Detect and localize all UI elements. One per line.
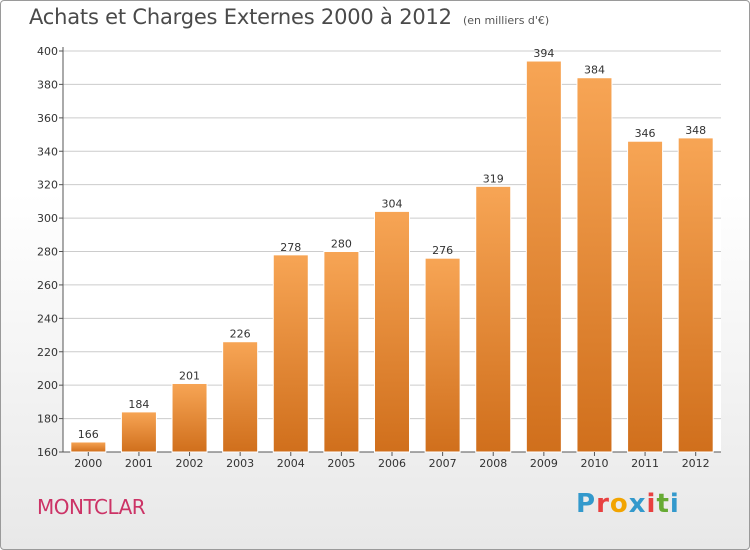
- value-label: 384: [584, 64, 605, 77]
- bar: [424, 257, 461, 453]
- value-label: 226: [230, 328, 251, 341]
- bar: [323, 251, 360, 453]
- x-tick-label: 2000: [74, 457, 102, 470]
- bar: [576, 77, 613, 453]
- y-tick-label: 180: [37, 413, 58, 426]
- y-tick-label: 320: [37, 179, 58, 192]
- chart-title: Achats et Charges Externes 2000 à 2012: [29, 5, 452, 29]
- brand-letter: i: [669, 489, 680, 519]
- y-tick-label: 400: [37, 45, 58, 58]
- value-label: 201: [179, 369, 200, 382]
- x-tick-label: 2009: [530, 457, 558, 470]
- bar: [222, 341, 259, 453]
- value-label: 319: [483, 172, 504, 185]
- value-label: 346: [635, 127, 656, 140]
- bar: [374, 210, 410, 453]
- x-tick-label: 2008: [479, 457, 507, 470]
- y-tick-label: 360: [37, 112, 58, 125]
- bar: [475, 185, 512, 453]
- brand-letter: r: [596, 489, 610, 519]
- brand-letter: t: [656, 489, 670, 519]
- bar: [627, 140, 664, 453]
- x-tick-label: 2010: [580, 457, 608, 470]
- value-label: 280: [331, 238, 352, 251]
- bar: [272, 254, 309, 453]
- y-tick-label: 240: [37, 312, 58, 325]
- x-tick-label: 2005: [327, 457, 355, 470]
- x-tick-label: 2011: [631, 457, 659, 470]
- x-tick-label: 2012: [682, 457, 710, 470]
- x-tick-label: 2006: [378, 457, 406, 470]
- x-tick-label: 2004: [277, 457, 305, 470]
- x-tick-label: 2002: [176, 457, 204, 470]
- bar: [171, 382, 208, 453]
- x-tick-label: 2001: [125, 457, 153, 470]
- value-label: 304: [382, 197, 403, 210]
- bar: [70, 441, 107, 453]
- location-label: MONTCLAR: [37, 495, 146, 519]
- y-tick-label: 340: [37, 145, 58, 158]
- value-label: 276: [432, 244, 453, 257]
- y-tick-label: 380: [37, 78, 58, 91]
- value-label: 184: [128, 398, 149, 411]
- x-tick-label: 2007: [429, 457, 457, 470]
- y-tick-label: 200: [37, 379, 58, 392]
- bar: [677, 137, 714, 453]
- brand-letter: i: [646, 489, 657, 519]
- y-tick-label: 300: [37, 212, 58, 225]
- brand-letter: o: [609, 489, 629, 519]
- bar: [525, 60, 562, 453]
- y-tick-label: 220: [37, 346, 58, 359]
- brand-logo: Proxiti: [576, 489, 680, 519]
- y-tick-label: 280: [37, 246, 58, 259]
- value-label: 394: [533, 47, 554, 60]
- bar: [120, 411, 157, 453]
- value-label: 278: [280, 241, 301, 254]
- brand-letter: x: [628, 489, 647, 519]
- y-tick-label: 260: [37, 279, 58, 292]
- x-tick-label: 2003: [226, 457, 254, 470]
- value-label: 166: [78, 428, 99, 441]
- chart-subtitle: (en milliers d'€): [462, 14, 550, 27]
- value-label: 348: [685, 124, 706, 137]
- title-row: Achats et Charges Externes 2000 à 2012 (…: [29, 5, 549, 29]
- y-tick-label: 160: [37, 446, 58, 459]
- brand-letter: P: [576, 489, 597, 519]
